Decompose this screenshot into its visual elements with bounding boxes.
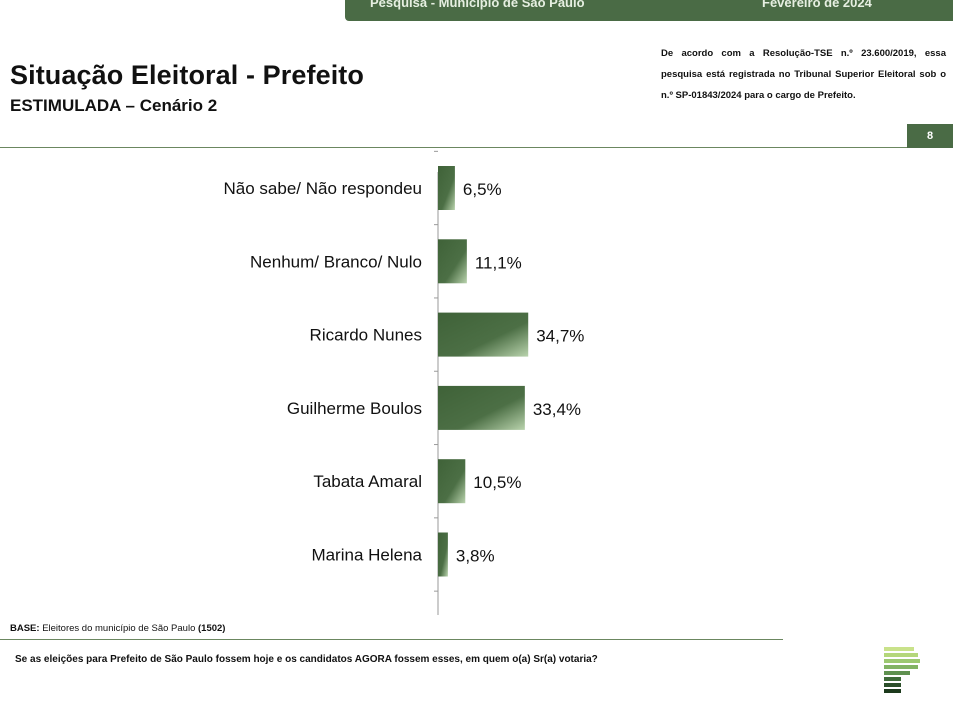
value-label: 33,4% xyxy=(533,400,581,419)
legal-notice: De acordo com a Resolução-TSE n.º 23.600… xyxy=(661,48,946,101)
bar-chart: Não sabe/ Não respondeu 6,5% Nenhum/ Branc… xyxy=(224,150,584,615)
page-number: 8 xyxy=(907,124,953,148)
bar xyxy=(438,459,466,504)
bar xyxy=(438,532,448,577)
page-title: Situação Eleitoral - Prefeito xyxy=(10,60,364,90)
survey-question: Se as eleições para Prefeito de São Paul… xyxy=(15,654,598,665)
category-label: Marina Helena xyxy=(311,546,422,565)
category-label: Não sabe/ Não respondeu xyxy=(224,179,422,198)
category-label: Tabata Amaral xyxy=(313,472,422,491)
category-label: Nenhum/ Branco/ Nulo xyxy=(250,252,422,271)
bar xyxy=(438,239,467,284)
category-label: Ricardo Nunes xyxy=(310,326,422,345)
value-label: 11,1% xyxy=(475,253,522,272)
banner-date: Fevereiro de 2024 xyxy=(762,0,872,10)
page-subtitle: ESTIMULADA – Cenário 2 xyxy=(10,96,218,115)
value-label: 10,5% xyxy=(473,473,521,492)
bar xyxy=(438,166,455,210)
value-label: 6,5% xyxy=(463,180,502,199)
header-divider xyxy=(0,147,953,148)
bar xyxy=(438,385,525,430)
stacked-bars-logo-icon xyxy=(884,647,920,693)
footer-divider xyxy=(0,639,783,640)
base-note: BASE: Eleitores do município de São Paul… xyxy=(10,623,225,634)
top-banner: Pesquisa - Município de São Paulo Fevere… xyxy=(345,0,953,21)
category-label: Guilherme Boulos xyxy=(287,399,422,418)
value-label: 3,8% xyxy=(456,547,495,566)
base-sample-size: (1502) xyxy=(198,623,226,634)
base-text: Eleitores do município de São Paulo xyxy=(39,623,198,634)
banner-survey-label: Pesquisa - Município de São Paulo xyxy=(370,0,585,10)
base-label: BASE: xyxy=(10,623,40,634)
value-label: 34,7% xyxy=(536,327,584,346)
bar xyxy=(438,312,529,357)
